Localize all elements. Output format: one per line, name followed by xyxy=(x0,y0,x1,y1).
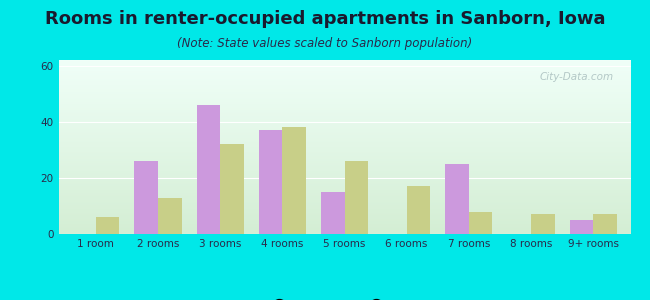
Bar xyxy=(593,214,617,234)
Bar xyxy=(96,217,120,234)
Bar xyxy=(135,161,158,234)
Bar xyxy=(569,220,593,234)
Bar xyxy=(158,197,181,234)
Bar xyxy=(344,161,368,234)
Bar xyxy=(407,186,430,234)
Legend: Sanborn, Iowa: Sanborn, Iowa xyxy=(261,295,428,300)
Bar xyxy=(259,130,282,234)
Bar xyxy=(445,164,469,234)
Bar xyxy=(531,214,554,234)
Bar xyxy=(196,105,220,234)
Bar xyxy=(321,192,345,234)
Bar xyxy=(282,128,306,234)
Text: Rooms in renter-occupied apartments in Sanborn, Iowa: Rooms in renter-occupied apartments in S… xyxy=(45,11,605,28)
Text: (Note: State values scaled to Sanborn population): (Note: State values scaled to Sanborn po… xyxy=(177,38,473,50)
Bar xyxy=(220,144,244,234)
Bar xyxy=(469,212,493,234)
Text: City-Data.com: City-Data.com xyxy=(540,72,614,82)
